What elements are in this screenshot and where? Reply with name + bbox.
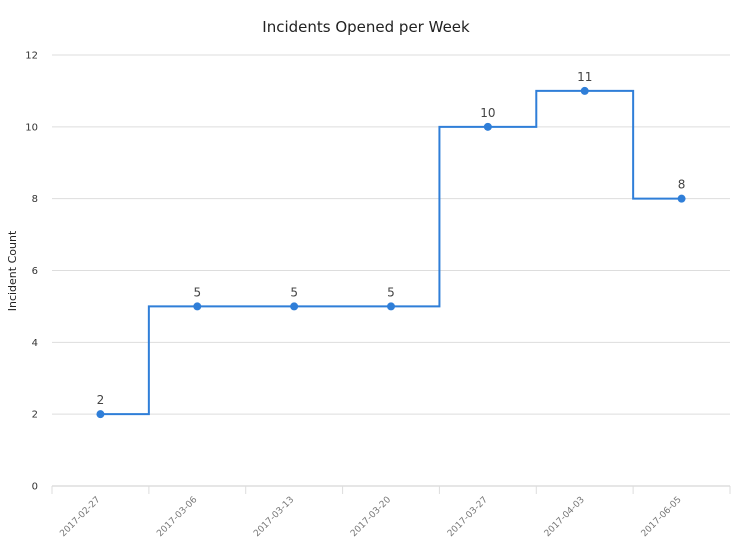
x-tick-label: 2017-04-03 bbox=[543, 495, 587, 539]
y-tick-label: 0 bbox=[32, 482, 38, 493]
x-tick-label: 2017-03-13 bbox=[252, 495, 296, 539]
data-point-marker bbox=[193, 302, 202, 311]
data-point-marker bbox=[483, 122, 492, 131]
y-tick-label: 8 bbox=[32, 194, 38, 205]
gridlines bbox=[52, 54, 730, 415]
data-points bbox=[96, 86, 686, 419]
x-axis bbox=[51, 485, 731, 494]
data-label: 5 bbox=[387, 285, 395, 299]
data-label: 5 bbox=[290, 285, 298, 299]
data-label: 8 bbox=[678, 178, 686, 192]
data-label: 10 bbox=[480, 106, 495, 120]
y-tick-label: 4 bbox=[32, 338, 38, 349]
x-tick-label: 2017-03-06 bbox=[155, 495, 199, 539]
y-tick-label: 12 bbox=[25, 51, 38, 62]
series-step-line bbox=[100, 89, 682, 416]
data-point-marker bbox=[387, 302, 395, 311]
y-axis-title: Incident Count bbox=[6, 230, 19, 311]
data-labels: 2 5 5 5 10 11 8 bbox=[97, 70, 686, 407]
data-label: 11 bbox=[577, 70, 592, 84]
data-point-marker bbox=[96, 410, 105, 419]
x-tick-label: 2017-03-20 bbox=[349, 495, 393, 539]
x-tick-label: 2017-02-27 bbox=[58, 495, 102, 539]
y-tick-label: 10 bbox=[25, 122, 38, 133]
x-tick-label: 2017-06-05 bbox=[640, 495, 684, 539]
data-label: 5 bbox=[193, 285, 201, 299]
data-label: 2 bbox=[97, 393, 105, 407]
y-tick-label: 6 bbox=[32, 266, 38, 277]
chart-title: Incidents Opened per Week bbox=[262, 18, 470, 36]
y-axis-tick-labels: 0 2 4 6 8 10 12 bbox=[25, 51, 38, 493]
y-tick-label: 2 bbox=[32, 410, 38, 421]
data-point-marker bbox=[290, 302, 299, 311]
data-point-marker bbox=[580, 86, 589, 95]
series-layer bbox=[100, 89, 682, 416]
x-axis-tick-labels: 2017-02-27 2017-03-06 2017-03-13 2017-03-20… bbox=[58, 495, 683, 539]
data-point-marker bbox=[677, 194, 686, 203]
x-tick-label: 2017-03-27 bbox=[446, 495, 490, 539]
